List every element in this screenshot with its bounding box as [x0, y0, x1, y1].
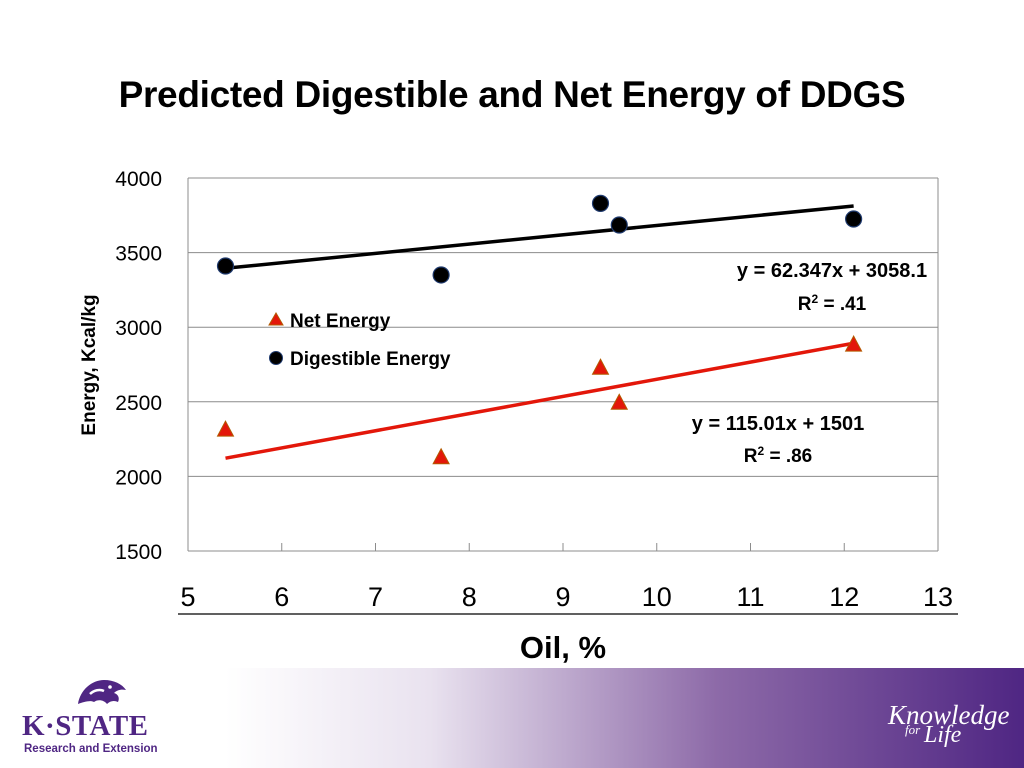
logo-word: K·STATE — [22, 710, 149, 742]
slide-title: Predicted Digestible and Net Energy of D… — [118, 74, 906, 115]
net-energy-point-0 — [216, 420, 235, 437]
y-tick-label-3500: 3500 — [115, 243, 162, 266]
x-tick-label-5: 5 — [180, 582, 195, 612]
tagline-life: Life — [924, 722, 962, 748]
net-energy-point-3 — [610, 393, 629, 410]
legend-label-1: Digestible Energy — [290, 349, 451, 370]
x-tick-label-12: 12 — [829, 582, 859, 612]
label-layer: y = 62.347x + 3058.1 R2 = .41 y = 115.01x … — [692, 260, 927, 467]
digestible-energy-point-3 — [610, 216, 628, 234]
trendline-0 — [225, 341, 854, 460]
x-tick-label-13: 13 — [923, 582, 953, 612]
net-energy-point-2 — [591, 358, 610, 375]
x-tick-label-9: 9 — [555, 582, 570, 612]
x-tick-label-6: 6 — [274, 582, 289, 612]
net-energy-point-4 — [844, 335, 863, 352]
legend-label-0: Net Energy — [290, 311, 391, 332]
digestible-energy-point-0 — [216, 257, 235, 275]
digestible-energy-point-4 — [845, 210, 863, 228]
digestible-energy-point-2 — [591, 194, 610, 212]
trendline-1 — [225, 204, 854, 271]
y-tick-label-1500: 1500 — [115, 541, 162, 564]
footer-band — [0, 668, 1024, 768]
digestible-energy-point-1 — [432, 266, 450, 284]
r-squared-label-1: R2 = .86 — [744, 444, 813, 467]
equation-label-1: y = 115.01x + 1501 — [692, 413, 864, 435]
x-tick-label-7: 7 — [368, 582, 383, 612]
tagline-for: for — [905, 722, 921, 737]
trend-layer — [225, 204, 854, 460]
kstate-logo: K·STATE Research and Extension — [22, 672, 182, 762]
legend-layer: Net Energy Digestible Energy — [268, 311, 451, 370]
logo-subtitle: Research and Extension — [24, 743, 158, 755]
equation-label-0: y = 62.347x + 3058.1 — [737, 260, 927, 282]
legend-net-energy-icon — [268, 312, 284, 326]
y-tick-label-3000: 3000 — [115, 317, 162, 340]
point-layer — [216, 194, 863, 465]
y-tick-label-2500: 2500 — [115, 392, 162, 415]
y-tick-label-2000: 2000 — [115, 466, 162, 489]
tagline-knowledge: Knowledge — [888, 700, 1010, 730]
r-squared-label-0: R2 = .41 — [798, 292, 867, 315]
x-tick-label-11: 11 — [736, 582, 764, 612]
scatter-chart: 1500 2000 2500 3000 3500 4000 5 6 7 8 9 10 11 12 13 Oil… — [79, 168, 958, 665]
legend-digestible-energy-icon — [269, 351, 283, 365]
x-axis-title: Oil, % — [520, 630, 606, 665]
y-axis-title: Energy, Kcal/kg — [79, 294, 100, 435]
y-tick-label-4000: 4000 — [115, 168, 162, 191]
axis-layer: 1500 2000 2500 3000 3500 4000 5 6 7 8 9 10 11 12 13 Oil… — [79, 168, 958, 665]
wildcat-icon — [78, 680, 126, 704]
x-tick-label-8: 8 — [462, 582, 477, 612]
x-tick-label-10: 10 — [642, 582, 672, 612]
net-energy-point-1 — [432, 447, 450, 465]
